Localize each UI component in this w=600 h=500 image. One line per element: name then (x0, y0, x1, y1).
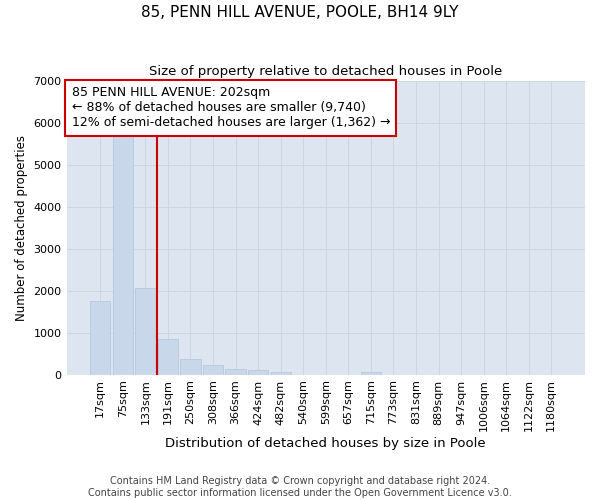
Bar (248, 370, 268, 374)
Y-axis label: Number of detached properties: Number of detached properties (15, 134, 28, 320)
Text: Contains HM Land Registry data © Crown copyright and database right 2024.
Contai: Contains HM Land Registry data © Crown c… (88, 476, 512, 498)
Bar (90, 301, 110, 374)
Bar (181, 358, 200, 374)
Bar (135, 288, 155, 374)
Bar (158, 339, 178, 374)
Bar (361, 372, 381, 374)
Bar (271, 372, 291, 374)
Bar (203, 364, 223, 374)
X-axis label: Distribution of detached houses by size in Poole: Distribution of detached houses by size … (166, 437, 486, 450)
Text: 85, PENN HILL AVENUE, POOLE, BH14 9LY: 85, PENN HILL AVENUE, POOLE, BH14 9LY (141, 5, 459, 20)
Bar (113, 133, 133, 374)
Bar (226, 369, 246, 374)
Text: 85 PENN HILL AVENUE: 202sqm
← 88% of detached houses are smaller (9,740)
12% of : 85 PENN HILL AVENUE: 202sqm ← 88% of det… (72, 86, 390, 130)
Title: Size of property relative to detached houses in Poole: Size of property relative to detached ho… (149, 65, 502, 78)
